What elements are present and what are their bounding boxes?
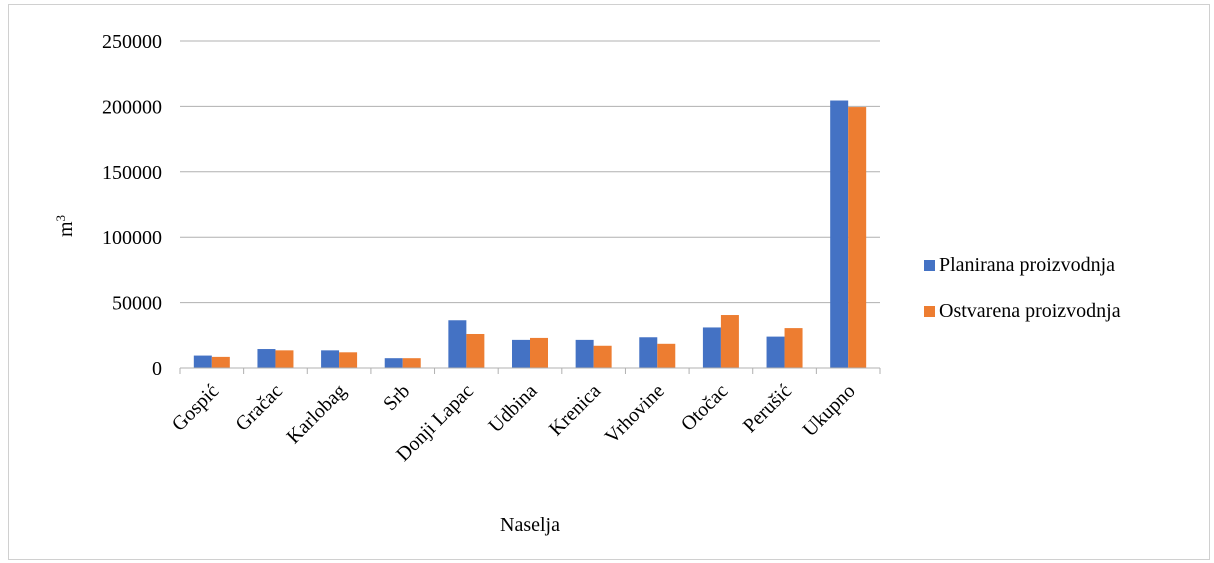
x-tick-label: Otočac	[677, 380, 733, 436]
bar	[466, 334, 484, 368]
x-tick-label: Krenica	[545, 380, 605, 440]
x-tick-label: Udbina	[484, 380, 541, 437]
bar	[275, 350, 293, 368]
legend-swatch	[924, 306, 935, 317]
y-axis-title: m3	[53, 215, 78, 237]
y-tick-label: 150000	[102, 162, 162, 184]
bar	[785, 328, 803, 368]
x-tick-label: Karlobag	[282, 380, 350, 448]
bar	[194, 356, 212, 368]
y-axis-ticks: 0 50000 100000 150000 200000 250000	[102, 31, 162, 380]
bar	[448, 320, 466, 368]
x-tick-label: Gospić	[168, 380, 224, 436]
bar	[512, 340, 530, 368]
legend: Planirana proizvodnja Ostvarena proizvodn…	[924, 254, 1121, 322]
bar	[576, 340, 594, 368]
gridlines	[180, 41, 880, 303]
x-tick-label: Vrhovine	[601, 380, 669, 448]
bar	[721, 315, 739, 368]
x-tick-label: Ukupno	[799, 380, 860, 441]
y-tick-label: 200000	[102, 96, 162, 118]
x-tick-label: Perušić	[739, 380, 796, 437]
y-tick-label: 250000	[102, 31, 162, 53]
bar	[257, 349, 275, 368]
bar	[594, 346, 612, 368]
legend-swatch	[924, 260, 935, 271]
bar	[339, 352, 357, 368]
x-axis-title: Naselja	[500, 514, 560, 536]
bar	[639, 337, 657, 368]
bar	[212, 357, 230, 368]
bar	[321, 350, 339, 368]
bar	[703, 327, 721, 368]
bars	[194, 101, 866, 368]
bar	[385, 358, 403, 368]
y-tick-label: 100000	[102, 227, 162, 249]
y-tick-label: 50000	[112, 293, 162, 315]
bar	[530, 338, 548, 368]
bar	[848, 107, 866, 368]
x-tick-label: Gračac	[231, 380, 287, 436]
x-tick-label: Srb	[379, 380, 414, 415]
legend-label: Ostvarena proizvodnja	[939, 300, 1121, 322]
legend-label: Planirana proizvodnja	[939, 254, 1115, 276]
bar	[403, 358, 421, 368]
y-tick-label: 0	[152, 358, 162, 380]
bar	[767, 337, 785, 368]
bar	[830, 101, 848, 368]
bar	[657, 344, 675, 368]
